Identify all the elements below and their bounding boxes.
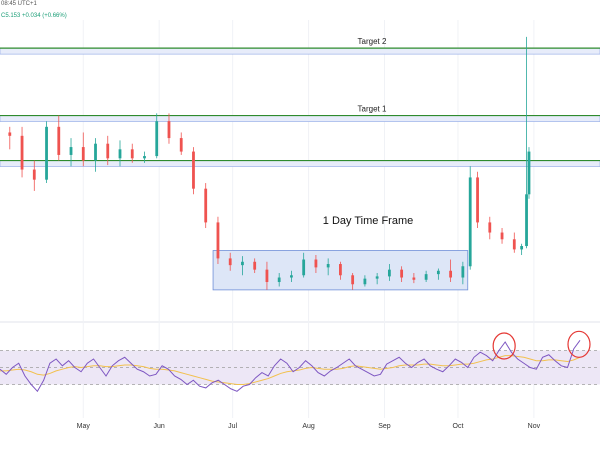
candle-body xyxy=(8,132,11,135)
candle-body xyxy=(155,121,158,156)
candle-body xyxy=(525,194,528,246)
x-tick-label: Aug xyxy=(302,423,315,430)
candle-body xyxy=(143,156,146,158)
candle-body xyxy=(425,274,428,280)
candle-body xyxy=(241,262,244,265)
candle-body xyxy=(513,239,516,249)
candle-body xyxy=(180,138,183,151)
x-tick-label: May xyxy=(77,423,91,430)
candle-body xyxy=(45,127,48,180)
candle-body xyxy=(290,275,293,277)
candle-body xyxy=(70,147,73,155)
candle-body xyxy=(376,276,379,278)
candle-body xyxy=(253,262,256,270)
candle-body xyxy=(327,264,330,267)
x-tick-label: Oct xyxy=(453,423,464,430)
candle-body xyxy=(82,147,85,160)
x-tick-label: Jun xyxy=(154,423,165,430)
x-tick-label: Sep xyxy=(378,423,391,430)
candle-body xyxy=(302,260,305,276)
candle-body xyxy=(388,270,391,277)
candle-body xyxy=(315,260,318,268)
level-band xyxy=(0,161,600,167)
candle-body xyxy=(229,258,232,265)
candle-body xyxy=(21,136,24,170)
candle-body xyxy=(461,266,464,277)
candle-body xyxy=(94,144,97,161)
candle-body xyxy=(33,170,36,180)
target-label: Target 1 xyxy=(358,105,387,114)
candle-body xyxy=(520,246,523,249)
candle-body xyxy=(469,177,472,266)
candle-body xyxy=(400,270,403,278)
candle-body xyxy=(488,222,491,232)
candle-body xyxy=(57,127,60,155)
x-tick-label: Jul xyxy=(228,423,237,430)
candle-body xyxy=(437,271,440,274)
candle-body xyxy=(192,152,195,189)
candle-body xyxy=(363,279,366,285)
candle-body xyxy=(131,149,134,158)
x-tick-label: Nov xyxy=(528,423,541,430)
candle-body xyxy=(412,278,415,280)
candle-body xyxy=(106,144,109,159)
candle-body xyxy=(168,121,171,138)
candle-body xyxy=(501,233,504,240)
target-label: Target 2 xyxy=(358,37,387,46)
candle-body xyxy=(266,270,269,282)
candle-body xyxy=(351,275,354,284)
candle-body xyxy=(339,264,342,275)
level-band xyxy=(0,116,600,122)
candle-body xyxy=(528,152,531,195)
candle-body xyxy=(476,177,479,222)
candle-body xyxy=(278,278,281,282)
level-band xyxy=(0,48,600,54)
candle-body xyxy=(217,222,220,258)
candle-body xyxy=(449,271,452,278)
candle-body xyxy=(204,189,207,223)
candle-body xyxy=(119,149,122,158)
timeframe-annotation: 1 Day Time Frame xyxy=(323,215,413,227)
